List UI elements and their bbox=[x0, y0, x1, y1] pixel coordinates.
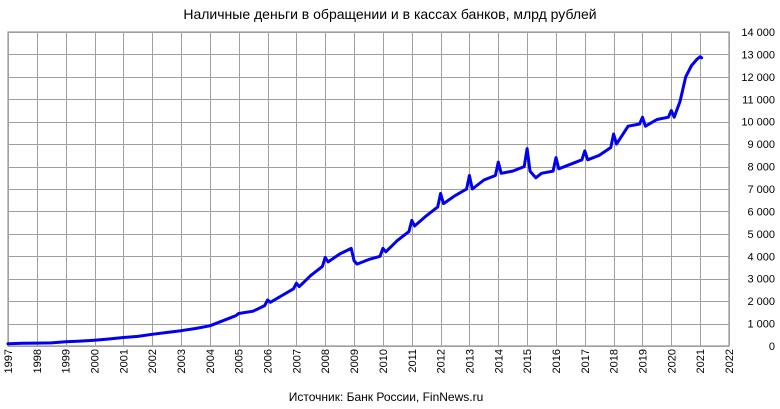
x-tick-label: 2005 bbox=[234, 349, 246, 373]
x-tick-label: 1998 bbox=[32, 349, 44, 373]
y-tick-label: 4 000 bbox=[747, 251, 775, 263]
y-tick-label: 13 000 bbox=[741, 49, 775, 61]
x-tick-label: 2016 bbox=[551, 349, 563, 373]
y-tick-label: 14 000 bbox=[741, 27, 775, 39]
x-tick-label: 2012 bbox=[436, 349, 448, 373]
x-tick-label: 2009 bbox=[349, 349, 361, 373]
y-tick-label: 9 000 bbox=[747, 139, 775, 151]
series-line bbox=[6, 55, 704, 346]
x-tick-label: 2015 bbox=[522, 349, 534, 373]
y-tick-label: 12 000 bbox=[741, 72, 775, 84]
x-tick-label: 2007 bbox=[291, 349, 303, 373]
y-tick-label: 2 000 bbox=[747, 296, 775, 308]
y-tick-label: 3 000 bbox=[747, 274, 775, 286]
x-tick-label: 2022 bbox=[724, 349, 736, 373]
x-tick-label: 2000 bbox=[90, 349, 102, 373]
x-tick-label: 2011 bbox=[407, 349, 419, 373]
x-tick-label: 2014 bbox=[493, 349, 505, 373]
y-tick-label: 0 bbox=[769, 341, 775, 353]
y-tick-label: 10 000 bbox=[741, 117, 775, 129]
y-tick-label: 7 000 bbox=[747, 184, 775, 196]
x-tick-label: 2018 bbox=[609, 349, 621, 373]
y-tick-label: 8 000 bbox=[747, 162, 775, 174]
x-tick-label: 2001 bbox=[118, 349, 130, 373]
x-tick-label: 2002 bbox=[147, 349, 159, 373]
x-tick-label: 2021 bbox=[695, 349, 707, 373]
x-tick-label: 2010 bbox=[378, 349, 390, 373]
grid-lines bbox=[8, 32, 730, 347]
y-tick-label: 1 000 bbox=[747, 319, 775, 331]
y-tick-label: 6 000 bbox=[747, 206, 775, 218]
x-tick-label: 2008 bbox=[320, 349, 332, 373]
x-tick-label: 2019 bbox=[637, 349, 649, 373]
x-tick-label: 1999 bbox=[61, 349, 73, 373]
x-tick-label: 2020 bbox=[666, 349, 678, 373]
x-tick-label: 2003 bbox=[176, 349, 188, 373]
y-tick-label: 5 000 bbox=[747, 229, 775, 241]
y-tick-label: 11 000 bbox=[742, 94, 775, 106]
x-tick-label: 2013 bbox=[464, 349, 476, 373]
source-note: Источник: Банк России, FinNews.ru bbox=[289, 390, 484, 404]
y-axis-tick-labels: 0 1 000 2 000 3 000 4 000 5 000 6 000 7 000 8 00… bbox=[741, 27, 775, 353]
x-tick-label: 2004 bbox=[205, 349, 217, 373]
x-tick-label: 1997 bbox=[3, 349, 15, 373]
x-tick-label: 2017 bbox=[580, 349, 592, 373]
x-tick-label: 2006 bbox=[263, 349, 275, 373]
chart-title: Наличные деньги в обращении и в кассах б… bbox=[183, 6, 596, 22]
x-axis-tick-labels: 1997 1998 1999 2000 2001 2002 2003 2004 2005 2006… bbox=[3, 349, 736, 373]
